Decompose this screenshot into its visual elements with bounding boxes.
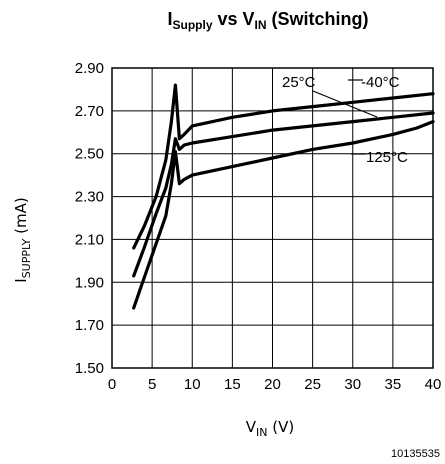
y-tick-label: 2.30 xyxy=(75,189,104,206)
x-tick-label: 25 xyxy=(304,376,321,393)
x-tick-label: 30 xyxy=(344,376,361,393)
series-lines xyxy=(132,83,435,310)
x-tick-label: 5 xyxy=(148,376,156,393)
x-tick-label: 40 xyxy=(425,376,442,393)
annotation-minus40c: -40°C xyxy=(361,74,400,91)
leader-25c xyxy=(312,90,378,118)
x-tick-label: 35 xyxy=(385,376,402,393)
y-tick-label: 2.70 xyxy=(75,103,104,120)
series-line-0 xyxy=(132,83,435,250)
y-tick-label: 1.90 xyxy=(75,274,104,291)
annotation-25c: 25°C xyxy=(282,74,316,91)
x-tick-label: 15 xyxy=(224,376,241,393)
annotation-125c: 125°C xyxy=(366,149,408,166)
x-tick-label: 20 xyxy=(264,376,281,393)
annotations: 25°C -40°C 125°C xyxy=(282,74,408,166)
y-tick-label: 2.90 xyxy=(75,60,104,77)
y-tick-label: 2.50 xyxy=(75,146,104,163)
y-tick-label: 2.10 xyxy=(75,231,104,248)
plot-frame xyxy=(111,67,434,369)
x-tick-label: 10 xyxy=(184,376,201,393)
x-tick-label: 0 xyxy=(108,376,116,393)
y-axis-label: ISUPPLY (mA) xyxy=(12,197,33,282)
chart-title: ISupply vs VIN (Switching) xyxy=(167,9,368,32)
series-line-1 xyxy=(132,111,435,278)
y-tick-label: 1.50 xyxy=(75,360,104,377)
x-axis-label: VIN (V) xyxy=(246,418,294,439)
figure-id: 10135535 xyxy=(391,448,440,460)
y-tick-label: 1.70 xyxy=(75,317,104,334)
tick-labels: 0 5 10 15 20 25 30 35 40 1.50 1.70 1.90 2.10 2.30 2.50… xyxy=(75,60,442,393)
series-line-2 xyxy=(132,119,435,310)
grid xyxy=(112,68,433,368)
